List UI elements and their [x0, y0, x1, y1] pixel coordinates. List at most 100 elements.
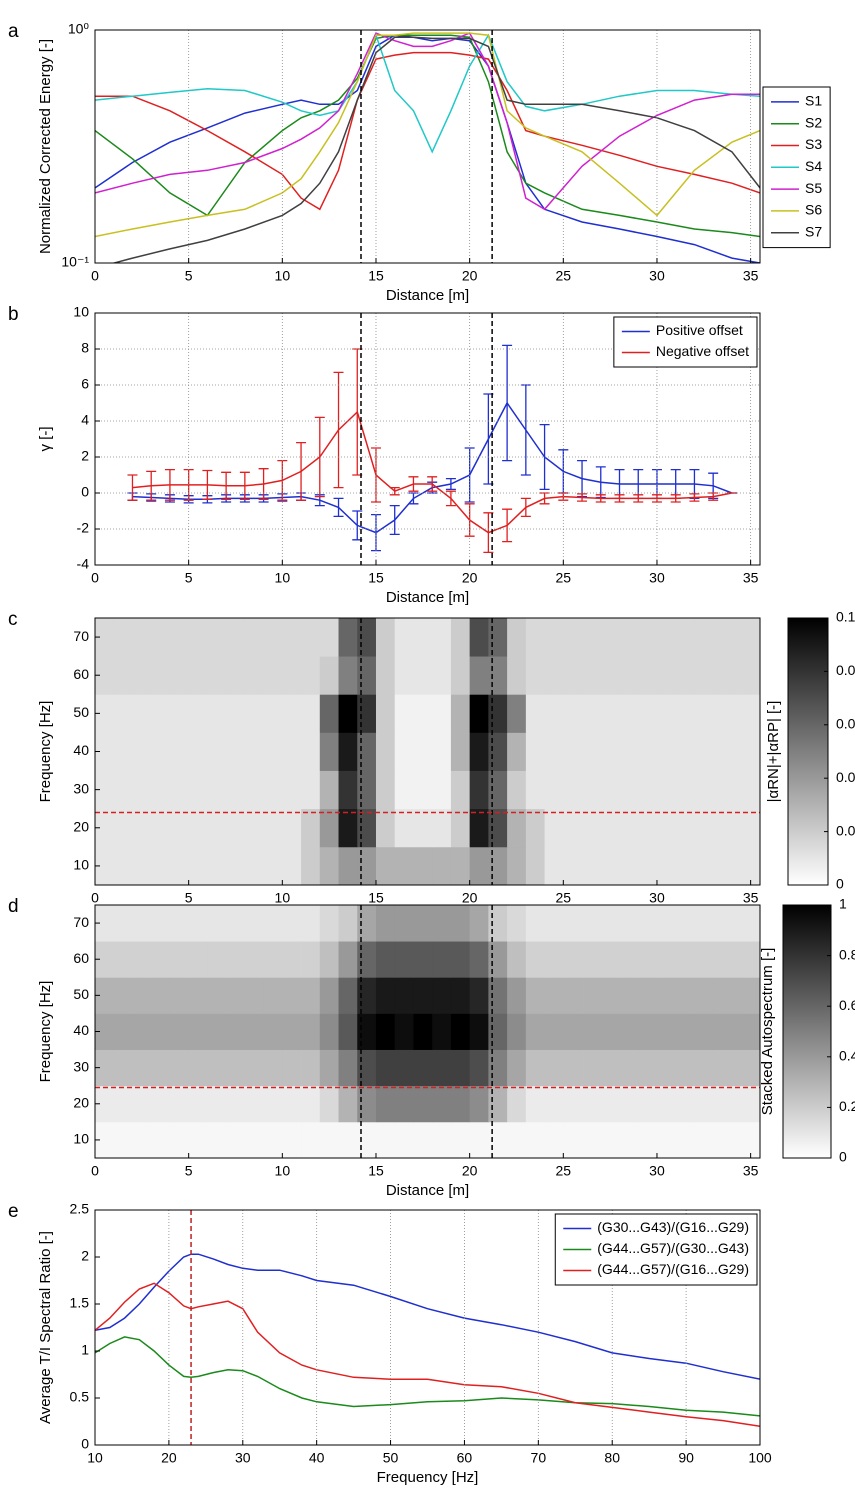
heat-cell — [151, 977, 171, 1014]
legend-label: (G44...G57)/(G30...G43) — [597, 1240, 749, 1256]
colorbar-tick-label: 1 — [839, 896, 847, 912]
heat-cell — [582, 977, 602, 1014]
heat-cell — [488, 846, 508, 885]
colorbar-label: |αRN|+|αRP| [-] — [765, 701, 782, 803]
legend-label: S2 — [805, 114, 822, 130]
heat-cell — [282, 694, 302, 733]
heat-cell — [113, 1013, 133, 1050]
heat-cell — [263, 1121, 283, 1158]
panel-label: a — [8, 21, 19, 42]
heat-cell — [226, 1085, 246, 1123]
heat-cell — [638, 1049, 658, 1087]
heat-cell — [394, 656, 414, 695]
heat-cell — [113, 808, 133, 848]
heat-cell — [731, 1049, 752, 1087]
heat-cell — [244, 977, 264, 1014]
heat-cell — [582, 618, 602, 657]
heat-cell — [731, 770, 752, 810]
heat-cell — [488, 770, 508, 810]
heat-cell — [450, 808, 471, 848]
heat-cell — [675, 846, 695, 885]
heat-cell — [600, 977, 620, 1014]
heat-cell — [731, 732, 752, 771]
heat-cell — [394, 732, 414, 771]
heat-cell — [301, 941, 321, 978]
heat-cell — [301, 770, 321, 810]
x-tick-label: 35 — [743, 1163, 759, 1179]
y-tick-label: 30 — [73, 1058, 89, 1074]
x-tick-label: 15 — [368, 890, 384, 906]
heat-cell — [413, 1085, 433, 1123]
heat-cell — [675, 732, 695, 771]
heat-cell — [226, 770, 246, 810]
heat-cell — [713, 977, 733, 1014]
x-tick-label: 10 — [275, 890, 291, 906]
heat-cell — [563, 656, 583, 695]
heat-cell — [582, 1049, 602, 1087]
y-tick-label: 10⁰ — [68, 21, 90, 37]
heat-cell — [113, 941, 133, 978]
heat-cell — [432, 808, 452, 848]
heat-cell — [244, 1121, 264, 1158]
x-tick-label: 30 — [649, 890, 665, 906]
heat-cell — [113, 905, 133, 942]
error-bar — [221, 471, 232, 500]
heat-cell — [432, 656, 452, 695]
heat-cell — [656, 1013, 677, 1050]
heat-cell — [750, 941, 760, 978]
heat-cell — [301, 1121, 321, 1158]
heat-cell — [731, 846, 752, 885]
heat-cell — [282, 732, 302, 771]
heat-cell — [675, 656, 695, 695]
heat-cell — [226, 1121, 246, 1158]
x-tick-label: 25 — [556, 570, 572, 586]
y-tick-label: 2 — [81, 1248, 89, 1264]
heat-cell — [432, 1085, 452, 1123]
heat-cell — [450, 846, 471, 885]
x-tick-label: 60 — [457, 1450, 473, 1466]
heat-cell — [226, 977, 246, 1014]
heat-cell — [226, 732, 246, 771]
heat-cell — [263, 1085, 283, 1123]
heat-cell — [319, 905, 339, 942]
heat-cell — [244, 1049, 264, 1087]
heat-cell — [394, 941, 414, 978]
y-tick-label: -2 — [77, 520, 90, 536]
y-tick-label: 8 — [81, 340, 89, 356]
heat-cell — [169, 732, 190, 771]
x-tick-label: 35 — [743, 570, 759, 586]
heat-cell — [113, 770, 133, 810]
heat-cell — [675, 977, 695, 1014]
heat-cell — [582, 656, 602, 695]
heat-cell — [207, 1049, 227, 1087]
heat-cell — [95, 1049, 115, 1087]
heat-cell — [263, 732, 283, 771]
heat-cell — [507, 656, 527, 695]
heat-cell — [263, 846, 283, 885]
heat-cell — [413, 694, 433, 733]
heat-cell — [600, 1085, 620, 1123]
heat-cell — [694, 941, 714, 978]
heat-cell — [394, 846, 414, 885]
plot-frame — [94, 904, 761, 1159]
heat-cell — [375, 618, 396, 657]
x-tick-label: 20 — [161, 1450, 177, 1466]
heat-cell — [132, 941, 152, 978]
heat-cell — [357, 770, 377, 810]
heat-cell — [226, 1013, 246, 1050]
heat-cell — [151, 1085, 171, 1123]
heat-cell — [694, 732, 714, 771]
x-tick-label: 20 — [462, 1163, 478, 1179]
error-bar — [239, 471, 250, 500]
heat-cell — [207, 846, 227, 885]
colorbar-tick-label: 0.04 — [836, 769, 855, 785]
heat-cell — [338, 977, 358, 1014]
heat-cell — [151, 656, 171, 695]
heat-cell — [600, 905, 620, 942]
heat-cell — [675, 1013, 695, 1050]
heat-cell — [656, 941, 677, 978]
heat-cell — [450, 656, 471, 695]
heat-cell — [675, 941, 695, 978]
heat-cell — [319, 1121, 339, 1158]
